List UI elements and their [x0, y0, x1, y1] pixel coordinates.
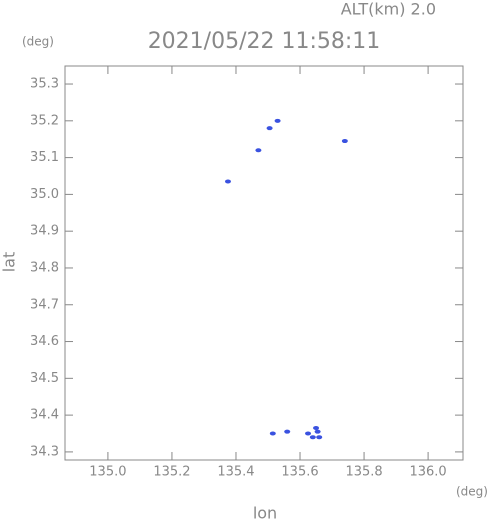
point — [284, 429, 291, 434]
point — [305, 431, 312, 436]
x-unit: (deg) — [456, 485, 488, 499]
x-tick-label: 135.4 — [217, 465, 254, 480]
point — [266, 126, 273, 131]
y-tick-label: 35.1 — [30, 150, 59, 165]
chart-title: 2021/05/22 11:58:11 — [148, 29, 381, 54]
point — [255, 148, 262, 153]
y-tick-label: 34.4 — [30, 408, 59, 423]
point — [313, 425, 320, 430]
point — [274, 118, 281, 123]
point — [224, 179, 231, 184]
altitude-label: ALT(km) 2.0 — [341, 0, 436, 19]
x-tick-label: 136.0 — [409, 465, 446, 480]
y-tick-label: 35.3 — [30, 77, 59, 92]
x-tick-label: 135.2 — [153, 465, 190, 480]
point — [341, 139, 348, 144]
x-tick-label: 135.6 — [281, 465, 318, 480]
x-axis-label: lon — [253, 504, 277, 521]
point — [309, 435, 316, 440]
y-tick-label: 35.2 — [30, 113, 59, 128]
y-axis-label: lat — [0, 252, 19, 273]
y-tick-label: 34.9 — [30, 224, 59, 239]
point — [314, 429, 321, 434]
y-unit: (deg) — [22, 35, 54, 49]
point — [269, 431, 276, 436]
plot-frame — [64, 65, 464, 461]
y-tick-label: 35.0 — [30, 187, 59, 202]
y-tick-label: 34.8 — [30, 260, 59, 275]
point — [316, 435, 323, 440]
y-tick-label: 34.7 — [30, 297, 59, 312]
x-tick-label: 135.8 — [345, 465, 382, 480]
x-tick-label: 135.0 — [89, 465, 126, 480]
y-tick-label: 34.3 — [30, 444, 59, 459]
y-tick-label: 34.5 — [30, 371, 59, 386]
y-tick-label: 34.6 — [30, 334, 59, 349]
